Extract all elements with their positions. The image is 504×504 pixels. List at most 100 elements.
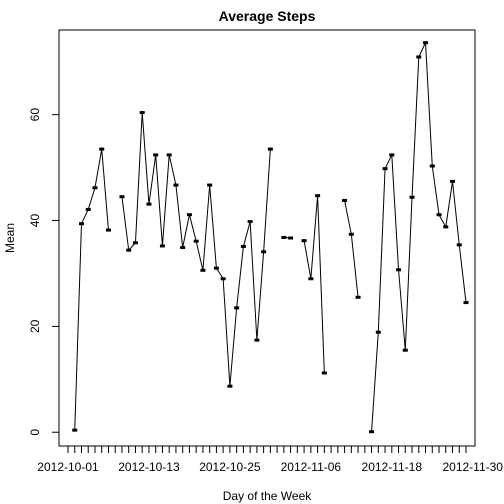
x-tick-label: 2012-10-13 (118, 460, 180, 474)
data-point (416, 55, 422, 59)
series-line-segment (222, 278, 231, 387)
data-point (132, 241, 138, 245)
series-line-segment (188, 214, 197, 242)
series-line-segment (431, 165, 440, 215)
data-point (105, 228, 111, 232)
series-line-segment (411, 56, 420, 198)
x-tick-label: 2012-11-06 (281, 460, 342, 474)
data-point (78, 222, 84, 226)
series-line-segment (94, 148, 103, 188)
data-point (139, 111, 145, 115)
data-point (301, 239, 307, 243)
series-line-segment (344, 200, 352, 235)
series-line-segment (161, 154, 170, 246)
series-line-segment (182, 214, 190, 248)
series-line-segment (425, 42, 433, 167)
x-tick-label: 2012-11-18 (362, 460, 423, 474)
y-axis: 0 20 40 60 (28, 108, 59, 436)
data-point (180, 246, 186, 250)
series-line-segment (303, 240, 312, 279)
series-line-segment (168, 154, 177, 186)
y-tick-label: 60 (28, 108, 42, 122)
series-line-segment (263, 149, 271, 252)
series-line-segment (418, 42, 426, 58)
x-tick-label: 2012-11-30 (442, 460, 503, 474)
data-point (119, 195, 125, 199)
data-point (186, 213, 192, 217)
y-axis-label: Mean (3, 223, 17, 253)
series-line-segment (242, 221, 251, 247)
data-point (281, 235, 287, 239)
data-point (456, 243, 462, 247)
data-point (220, 277, 226, 281)
series-line-segment (317, 195, 325, 373)
series-line-segment (256, 251, 265, 341)
x-axis-label: Day of the Week (223, 489, 312, 503)
data-point (254, 338, 260, 342)
series-line-segment (438, 214, 447, 228)
x-tick-label: 2012-10-01 (37, 460, 99, 474)
series-line-segment (384, 154, 393, 169)
series-line-segment (101, 149, 109, 231)
series-line-segment (310, 195, 319, 279)
series-line-segment (398, 269, 406, 351)
y-tick-label: 0 (28, 429, 42, 436)
data-point (389, 153, 395, 157)
data-point (146, 202, 152, 206)
series-line-segment (134, 112, 143, 243)
series-line-segment (202, 185, 211, 271)
data-point (402, 348, 408, 352)
data-point (396, 268, 402, 272)
data-point (153, 153, 159, 157)
plot-frame (58, 29, 476, 447)
series-line-segment (236, 246, 244, 308)
data-point (342, 198, 348, 202)
chart-title: Average Steps (219, 8, 316, 24)
data-point (207, 183, 213, 187)
series-line-segment (175, 185, 184, 248)
x-tick-label: 2012-10-25 (199, 460, 261, 474)
series-line-segment (148, 154, 157, 205)
data-point (382, 167, 388, 171)
series-line-segment (215, 267, 224, 280)
series-line-segment (249, 221, 258, 341)
data-point (159, 244, 165, 248)
y-tick-label: 20 (28, 319, 42, 333)
y-tick-label: 40 (28, 214, 42, 228)
data-point (288, 236, 294, 240)
series-line-segment (404, 197, 413, 351)
series-line-segment (209, 185, 217, 269)
series-line-segment (350, 234, 359, 298)
data-point (99, 147, 105, 151)
data-point (247, 220, 253, 224)
series-line-segment (87, 187, 96, 210)
data-point (267, 147, 273, 151)
series-line-segment (121, 196, 130, 251)
data-point (126, 248, 132, 252)
series-line-segment (195, 241, 204, 271)
data-point (423, 41, 429, 45)
series-line-segment (74, 223, 82, 431)
series-line-segment (377, 168, 386, 333)
data-point (450, 179, 456, 183)
data-point (355, 295, 361, 299)
data-point (315, 194, 321, 198)
series-line-segment (371, 332, 379, 432)
series-average-steps (72, 41, 469, 434)
data-point (92, 186, 98, 190)
series-line-segment (452, 181, 460, 245)
data-point (463, 301, 469, 305)
data-point (375, 330, 381, 334)
data-point (348, 232, 354, 236)
series-line-segment (81, 209, 89, 224)
series-line-segment (155, 154, 163, 246)
data-point (436, 213, 442, 217)
x-axis: 2012-10-01 2012-10-13 2012-10-25 2012-11-06… (37, 446, 503, 474)
series-line-segment (141, 112, 150, 205)
data-point (429, 164, 435, 168)
data-point (261, 250, 267, 254)
data-point (166, 153, 172, 157)
data-point (213, 266, 219, 270)
series-line-segment (458, 244, 467, 303)
